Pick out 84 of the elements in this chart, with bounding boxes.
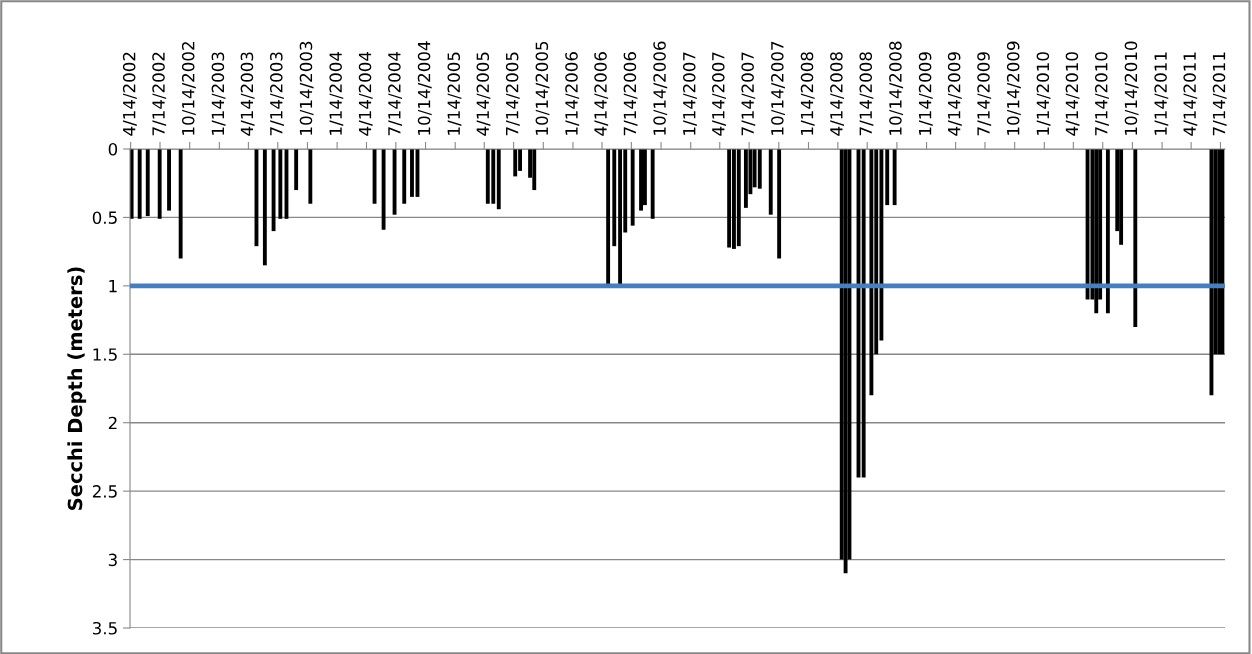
- bar: [157, 149, 162, 219]
- bar: [618, 149, 623, 286]
- x-tick-label: 4/14/2009: [947, 52, 962, 136]
- bar: [885, 149, 890, 206]
- bar: [777, 149, 782, 259]
- bar: [381, 149, 386, 230]
- x-tick-label: 1/14/2008: [800, 52, 815, 135]
- y-tick-label: 2: [108, 416, 117, 430]
- x-tick-label: 4/14/2006: [594, 52, 609, 136]
- x-tick-label: 1/14/2004: [329, 51, 344, 135]
- bar: [1094, 149, 1099, 314]
- bar: [308, 149, 313, 204]
- x-tick-label: 4/14/2003: [240, 52, 255, 136]
- x-tick-label: 10/14/2010: [1124, 41, 1139, 135]
- bar: [513, 149, 518, 177]
- bar: [768, 149, 773, 215]
- bar: [606, 149, 611, 286]
- x-tick-label: 7/14/2003: [269, 52, 284, 136]
- bar: [532, 149, 537, 191]
- y-tick-label: 1: [109, 280, 117, 293]
- bar: [278, 149, 283, 219]
- y-tick-label: 3.5: [92, 621, 117, 635]
- x-tick-label: 4/14/2004: [358, 51, 373, 136]
- bar: [639, 149, 643, 211]
- x-tick-label: 7/14/2006: [623, 52, 638, 136]
- x-tick-label: 10/14/2003: [299, 41, 314, 135]
- x-tick-label: 10/14/2005: [535, 41, 550, 135]
- x-tick-label: 4/14/2011: [1183, 52, 1198, 136]
- x-tick-label: 10/14/2006: [653, 41, 668, 135]
- bar: [1119, 149, 1124, 245]
- bar: [1133, 149, 1138, 327]
- x-tick-label: 10/14/2008: [889, 41, 904, 135]
- bar: [727, 149, 732, 248]
- x-tick-label: 7/14/2009: [977, 52, 992, 136]
- bar: [167, 149, 171, 211]
- x-tick-label: 1/14/2009: [918, 52, 933, 135]
- x-tick-label: 1/14/2003: [211, 52, 226, 135]
- bar: [294, 149, 299, 191]
- x-tick-label: 4/14/2007: [711, 52, 726, 136]
- bar: [630, 149, 635, 226]
- x-tick-label: 7/14/2007: [741, 52, 756, 136]
- x-tick-label: 4/14/2002: [122, 52, 137, 136]
- x-tick-label: 1/14/2010: [1036, 52, 1051, 135]
- x-tick-label: 4/14/2008: [830, 52, 844, 136]
- y-tick-label: 3: [108, 553, 117, 567]
- bar: [410, 149, 414, 197]
- bar: [736, 149, 741, 247]
- y-axis-title: Secchi Depth (meters): [67, 267, 87, 510]
- bar: [178, 149, 183, 259]
- bar: [743, 149, 748, 208]
- bar: [137, 149, 142, 219]
- bar: [402, 149, 407, 204]
- y-tick-label: 2.5: [92, 485, 117, 498]
- x-tick-label: 10/14/2002: [181, 42, 196, 135]
- x-tick-label: 7/14/2002: [152, 52, 167, 136]
- x-tick-label: 7/14/2005: [505, 52, 520, 136]
- x-tick-label: 1/14/2006: [565, 52, 580, 135]
- y-tick-label: 1.5: [93, 348, 117, 361]
- x-tick-label: 10/14/2007: [771, 41, 785, 135]
- x-tick-label: 1/14/2007: [682, 52, 697, 135]
- y-tick-label: 0: [108, 142, 118, 156]
- x-tick-label: 10/14/2009: [1006, 41, 1021, 135]
- bar: [496, 149, 501, 210]
- bar: [612, 149, 617, 247]
- bar: [650, 149, 655, 219]
- bar: [757, 149, 762, 189]
- x-tick-label: 7/14/2004: [388, 51, 402, 136]
- bar: [843, 149, 848, 574]
- y-tick-label: 0.5: [92, 211, 117, 224]
- x-tick-label: 7/14/2010: [1094, 52, 1109, 136]
- bar: [145, 149, 150, 217]
- bar: [271, 149, 276, 232]
- bar: [262, 149, 267, 266]
- x-tick-label: 1/14/2005: [447, 52, 462, 135]
- bar: [861, 149, 866, 478]
- x-tick-label: 4/14/2010: [1065, 52, 1080, 136]
- bar: [1105, 149, 1110, 314]
- x-tick-label: 10/14/2004: [417, 41, 432, 135]
- x-tick-label: 7/14/2008: [859, 52, 874, 136]
- bar: [869, 149, 874, 396]
- x-tick-label: 4/14/2005: [476, 52, 491, 136]
- x-tick-label: 7/14/2011: [1212, 52, 1227, 136]
- bar: [892, 149, 897, 206]
- x-tick-label: 1/14/2011: [1154, 52, 1169, 135]
